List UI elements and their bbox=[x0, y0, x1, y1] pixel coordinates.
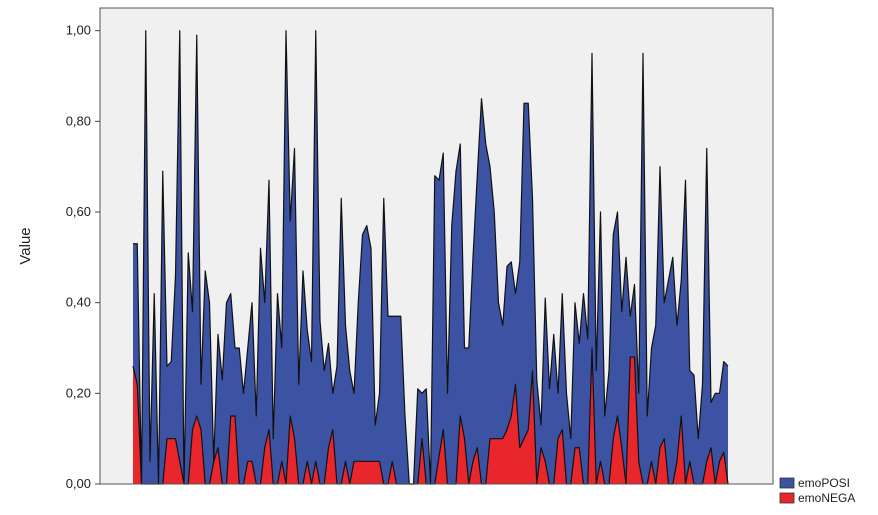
area-emoposi bbox=[133, 30, 728, 484]
legend-label-emoposi: emoPOSI bbox=[798, 476, 850, 490]
legend-swatch-emonega bbox=[779, 492, 795, 504]
y-tick-label: 0,60 bbox=[66, 204, 91, 219]
y-tick-label: 0,20 bbox=[66, 385, 91, 400]
y-axis-title: Value bbox=[17, 227, 34, 264]
y-tick-label: 1,00 bbox=[66, 23, 91, 38]
y-tick-label: 0,00 bbox=[66, 476, 91, 491]
y-tick-label: 0,40 bbox=[66, 295, 91, 310]
y-axis: 0,00 0,20 0,40 0,60 0,80 1,00 bbox=[66, 23, 100, 491]
plot-border bbox=[99, 7, 774, 485]
legend-swatch-emoposi bbox=[779, 477, 795, 489]
legend-label-emonega: emoNEGA bbox=[798, 491, 855, 505]
y-tick-label: 0,80 bbox=[66, 113, 91, 128]
